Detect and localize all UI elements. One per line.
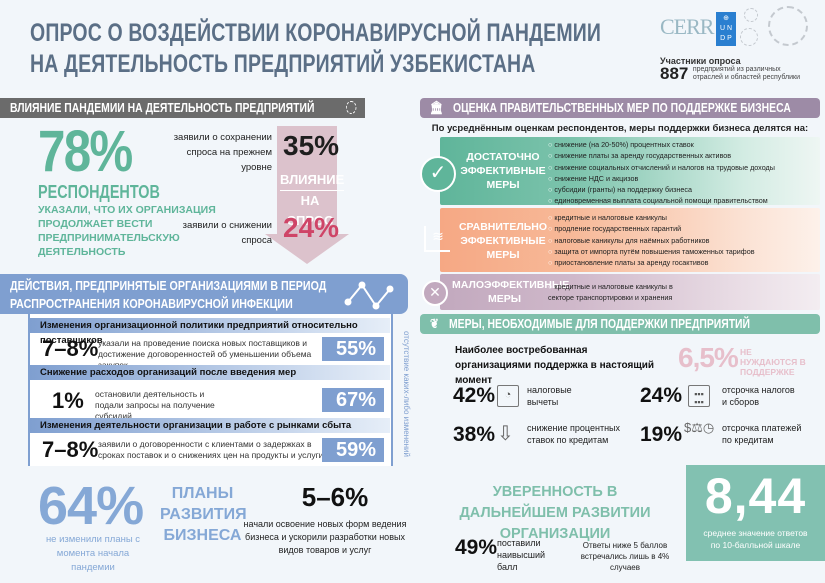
demand-kept-text: заявили о сохранении спроса на прежнем у…	[173, 132, 272, 173]
need-pct: 38%	[453, 423, 496, 446]
measure-item: кредитные и налоговые каникулы	[548, 212, 755, 223]
actions-row-header: Изменения организационной политики предп…	[30, 318, 390, 346]
participants-count: 887	[660, 64, 689, 83]
measure-item: единовременная выплата социальной помощи…	[548, 195, 775, 206]
no-need-pct: 6,5%	[678, 342, 739, 373]
percent-down-arrow-icon: ⇩	[497, 423, 514, 445]
actions-row-header: Изменения деятельности организации в раб…	[30, 418, 390, 433]
gov-measures-subtitle: По усреднённым оценкам респондентов, мер…	[431, 123, 809, 134]
need-text: отсрочка платежей по кредитам	[722, 423, 802, 445]
low-effective-measures-label: МАЛОЭФФЕКТИВНЫЕ МЕРЫ	[452, 279, 570, 305]
title-line-2: НА ДЕЯТЕЛЬНОСТЬ ПРЕДПРИЯТИЙ УЗБЕКИСТАНА	[30, 50, 536, 78]
demand-impact-label: ВЛИЯНИЕ НА СПРОС	[280, 172, 345, 228]
actions-section-header: ДЕЙСТВИЯ, ПРЕДПРИНЯТЫЕ ОРГАНИЗАЦИЯМИ В П…	[0, 274, 408, 314]
top-score-text: поставили наивысший балл	[497, 538, 546, 572]
plans-unchanged-pct: 64%	[38, 476, 144, 536]
check-circle-icon: ✓	[420, 156, 456, 192]
no-change-pct: 55%	[322, 337, 384, 361]
actions-pct: 1%	[52, 388, 84, 413]
plans-title: ПЛАНЫ РАЗВИТИЯ БИЗНЕСА	[160, 485, 247, 544]
measure-item: кредитные и налоговые каникулы в секторе…	[548, 281, 698, 304]
title-line-1: ОПРОС О ВОЗДЕЙСТВИИ КОРОНАВИРУСНОЙ ПАНДЕ…	[30, 19, 602, 47]
chart-lines-icon: ≋	[424, 226, 450, 252]
need-pct: 19%	[640, 423, 683, 446]
measure-item: снижение НДС и акцизов	[548, 173, 775, 184]
participants-info: Участники опроса 887 предприятий из разл…	[660, 56, 825, 84]
calendar-icon: ▪▪▪ ▪▪▪	[688, 385, 710, 407]
actions-pct: 7–8%	[42, 336, 99, 361]
top-score-pct: 49%	[455, 536, 498, 559]
measure-item: снижение (на 20-50%) процентных ставок	[548, 139, 775, 150]
page-title: ОПРОС О ВОЗДЕЙСТВИИ КОРОНАВИРУСНОЙ ПАНДЕ…	[30, 18, 623, 80]
need-text: отсрочка налогов и сборов	[722, 385, 795, 407]
no-change-pct: 67%	[322, 388, 384, 412]
line-chart-icon	[344, 281, 394, 310]
respondents-desc: УКАЗАЛИ, ЧТО ИХ ОРГАНИЗАЦИЯ ПРОДОЛЖАЕТ В…	[38, 204, 216, 258]
needs-section-header: ❦ МЕРЫ, НЕОБХОДИМЫЕ ДЛЯ ПОДДЕРЖКИ ПРЕДПРИ…	[420, 314, 820, 334]
average-score-box: 8,44 среднее значение ответов по 10-балл…	[686, 465, 825, 561]
need-text: налоговые вычеты	[527, 385, 572, 407]
money-scale-clock-icon: $⚖◷	[684, 420, 715, 435]
average-score-text: среднее значение ответов по 10-балльной …	[703, 528, 808, 550]
cerr-logo: CERR	[660, 14, 714, 39]
measure-item: продление государственных гарантий	[548, 223, 755, 234]
continuing-business-pct: 78%	[38, 119, 133, 184]
bank-icon: 🏛	[430, 100, 444, 115]
virus-icon	[346, 101, 357, 114]
need-text: снижение процентных ставок по кредитам	[527, 423, 621, 445]
gov-measures-section-header: 🏛 ОЦЕНКА ПРАВИТЕЛЬСТВЕННЫХ МЕР ПО ПОДДЕРЖ…	[420, 98, 820, 118]
actions-text: остановили деятельность и подали запросы…	[95, 389, 215, 421]
effective-measures-row: ДОСТАТОЧНО ЭФФЕКТИВНЫЕ МЕРЫ снижение (на…	[440, 137, 820, 205]
demand-kept-pct: 35%	[283, 130, 340, 161]
average-score-value: 8,44	[704, 468, 807, 524]
moderate-measures-row: СРАВНИТЕЛЬНО ЭФФЕКТИВНЫЕ МЕРЫ кредитные …	[440, 208, 820, 272]
measure-item: защита от импорта путём повышения таможе…	[548, 246, 754, 257]
leaf-icon: ❦	[430, 316, 439, 331]
actions-text: заявили о договоренности с клиентами о з…	[98, 439, 324, 460]
x-circle-icon: ✕	[422, 280, 448, 306]
actions-row-header: Снижение расходов организаций после введ…	[30, 365, 390, 380]
plans-unchanged-text: не изменили планы с момента начала панде…	[45, 534, 141, 573]
low-score-text: Ответы ниже 5 баллов встречались лишь в …	[580, 541, 670, 572]
measure-item: приостановление платы за аренду госактив…	[548, 257, 755, 268]
measure-item: субсидии (гранты) на поддержку бизнеса	[548, 184, 775, 195]
respondents-label: РЕСПОНДЕНТОВ	[38, 182, 160, 202]
no-need-text: НЕ НУЖДАЮТСЯ В ПОДДЕРЖКЕ	[740, 347, 806, 377]
no-change-side-label: отсутствие каких-либо изменений	[402, 331, 411, 457]
measure-item: снижение социальных отчислений и налогов…	[548, 162, 775, 173]
moderate-measures-label: СРАВНИТЕЛЬНО ЭФФЕКТИВНЫЕ МЕРЫ	[458, 221, 548, 261]
virus-icon	[768, 6, 808, 46]
need-pct: 42%	[453, 384, 496, 407]
actions-pct: 7–8%	[42, 437, 99, 462]
impact-section-header: ВЛИЯНИЕ ПАНДЕМИИ НА ДЕЯТЕЛЬНОСТЬ ПРЕДПРИ…	[0, 98, 365, 118]
participants-desc: предприятий из различных отраслей и облас…	[692, 66, 801, 81]
effective-measures-label: ДОСТАТОЧНО ЭФФЕКТИВНЫЕ МЕРЫ	[460, 151, 546, 191]
tax-document-icon: ◔	[497, 385, 519, 407]
new-forms-text: начали освоение новых форм ведения бизне…	[243, 519, 407, 555]
virus-icon	[744, 8, 758, 22]
virus-icon	[740, 28, 758, 46]
demand-decline-pct: 24%	[283, 212, 340, 243]
most-demanded-label: Наиболее востребованная организациями по…	[455, 345, 655, 386]
need-pct: 24%	[640, 384, 683, 407]
measure-item: налоговые каникулы для наёмных работнико…	[548, 235, 755, 246]
confidence-title: УВЕРЕННОСТЬ В ДАЛЬНЕЙШЕМ РАЗВИТИИ ОРГАНИ…	[459, 484, 651, 542]
measure-item: снижение платы за аренду государственных…	[548, 150, 775, 161]
new-forms-pct: 5–6%	[301, 482, 369, 512]
participants-label: Участники опроса	[660, 56, 741, 66]
low-effective-measures-row: МАЛОЭФФЕКТИВНЫЕ МЕРЫ кредитные и налогов…	[440, 274, 820, 310]
no-change-pct: 59%	[322, 438, 384, 462]
demand-decline-text: заявили о снижении спроса	[182, 220, 272, 246]
demand-arrow-icon	[265, 126, 349, 264]
